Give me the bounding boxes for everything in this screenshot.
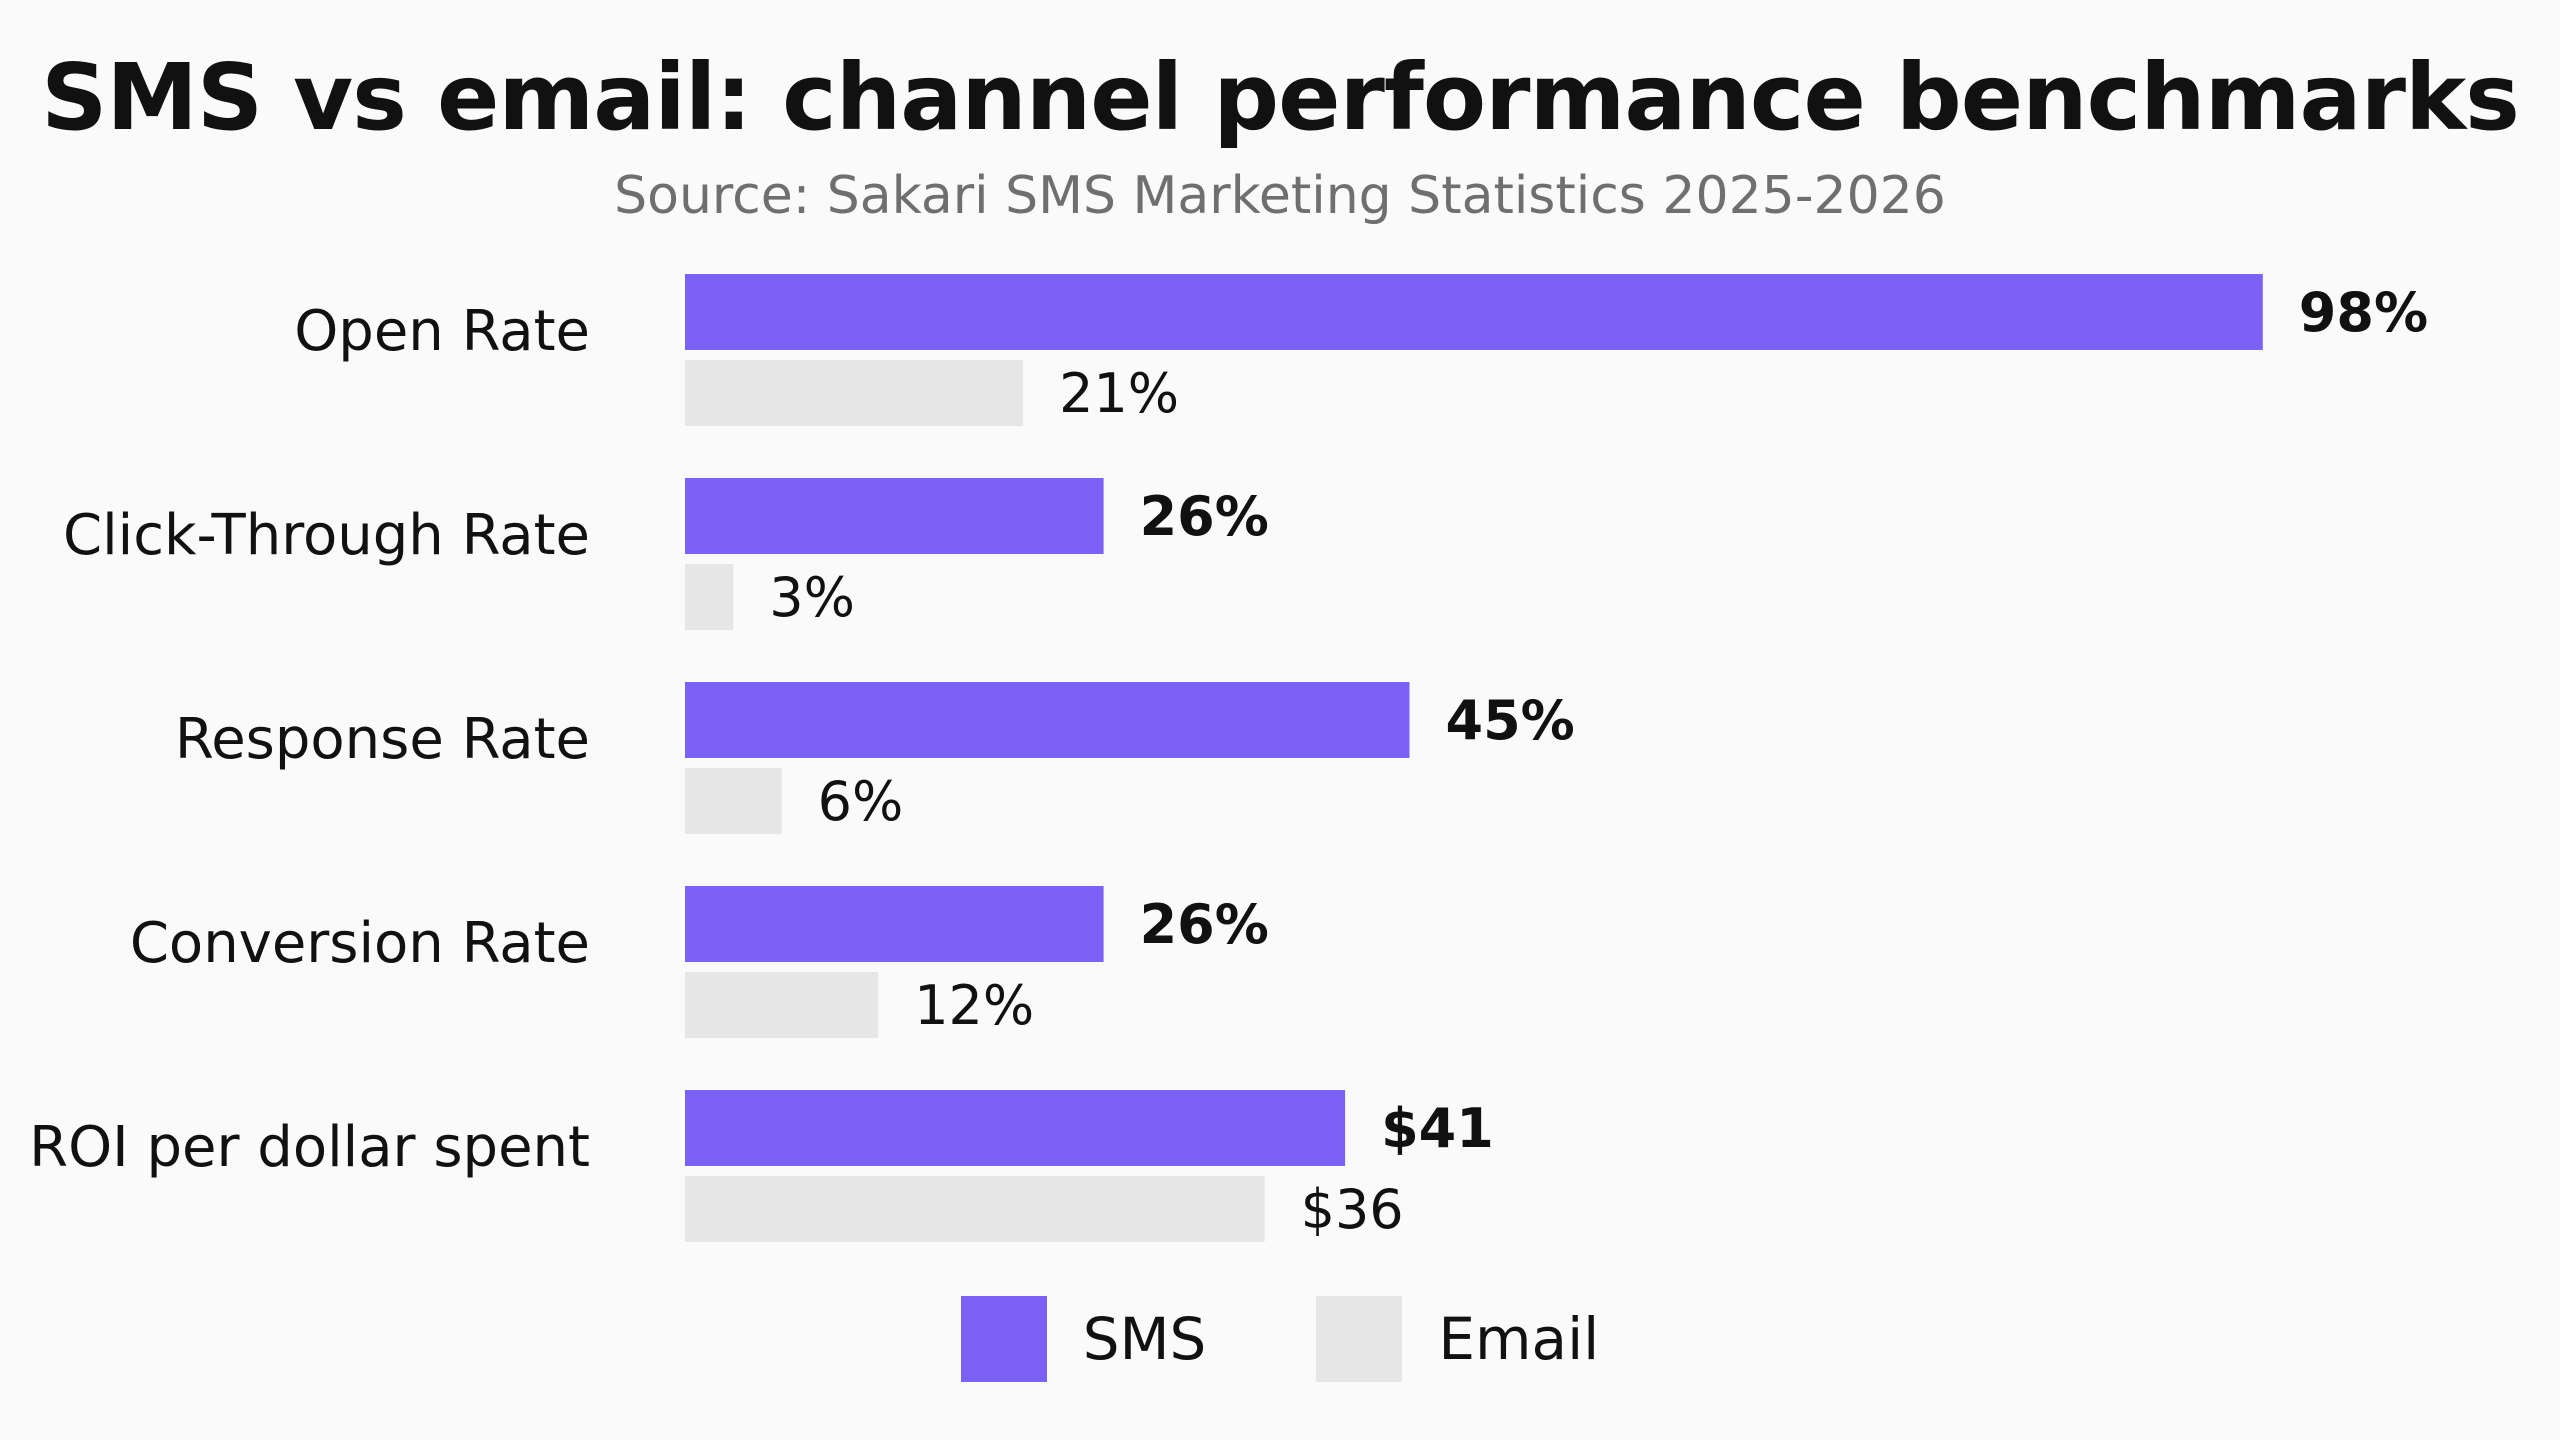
chart-subtitle: Source: Sakari SMS Marketing Statistics … bbox=[614, 166, 1946, 226]
legend-item-sms: SMS bbox=[960, 1296, 1207, 1382]
bar-email-response-rate bbox=[685, 768, 782, 834]
category-label-roi-per-dollar-spent: ROI per dollar spent bbox=[29, 1115, 590, 1180]
legend-label-email: Email bbox=[1438, 1305, 1600, 1373]
category-label-response-rate: Response Rate bbox=[175, 707, 590, 772]
legend-swatch-email bbox=[1316, 1296, 1403, 1382]
value-label-sms-roi-per-dollar-spent: $41 bbox=[1381, 1097, 1494, 1160]
bar-email-click-through-rate bbox=[685, 564, 734, 630]
value-label-sms-response-rate: 45% bbox=[1446, 689, 1575, 752]
value-label-email-roi-per-dollar-spent: $36 bbox=[1301, 1178, 1404, 1241]
value-label-email-response-rate: 6% bbox=[818, 770, 904, 833]
legend-item-email: Email bbox=[1316, 1296, 1599, 1382]
bar-sms-open-rate bbox=[685, 274, 2263, 350]
bar-sms-response-rate bbox=[685, 682, 1410, 758]
category-label-click-through-rate: Click-Through Rate bbox=[63, 503, 590, 568]
bar-sms-conversion-rate bbox=[685, 886, 1104, 962]
bar-email-conversion-rate bbox=[685, 972, 879, 1038]
value-label-email-click-through-rate: 3% bbox=[769, 566, 855, 629]
value-label-sms-click-through-rate: 26% bbox=[1140, 485, 1269, 548]
value-label-sms-conversion-rate: 26% bbox=[1140, 893, 1269, 956]
category-label-conversion-rate: Conversion Rate bbox=[130, 911, 590, 976]
bar-sms-roi-per-dollar-spent bbox=[685, 1090, 1346, 1166]
bar-email-roi-per-dollar-spent bbox=[685, 1176, 1265, 1242]
chart-legend: SMS Email bbox=[0, 1296, 2560, 1382]
chart-title: SMS vs email: channel performance benchm… bbox=[41, 44, 2520, 151]
legend-label-sms: SMS bbox=[1082, 1305, 1207, 1373]
category-label-open-rate: Open Rate bbox=[294, 299, 590, 364]
bar-sms-click-through-rate bbox=[685, 478, 1104, 554]
legend-swatch-sms bbox=[960, 1296, 1047, 1382]
value-label-email-conversion-rate: 12% bbox=[914, 974, 1034, 1037]
bar-email-open-rate bbox=[685, 360, 1024, 426]
value-label-sms-open-rate: 98% bbox=[2299, 281, 2428, 344]
value-label-email-open-rate: 21% bbox=[1059, 362, 1179, 425]
